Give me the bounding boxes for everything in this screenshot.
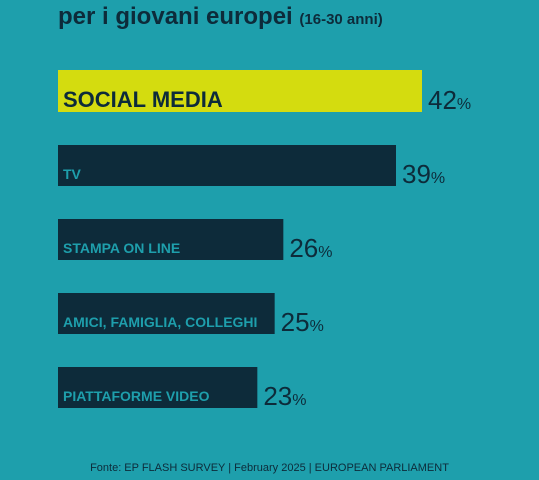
bar-label-2: STAMPA ON LINE: [63, 240, 180, 256]
value-label-1: 39%: [402, 159, 445, 189]
chart-title-subtitle: (16-30 anni): [299, 11, 383, 28]
value-label-0: 42%: [428, 85, 471, 115]
value-label-2: 26%: [289, 233, 332, 263]
source-footer: Fonte: EP FLASH SURVEY | February 2025 |…: [90, 462, 449, 474]
bar-chart: SOCIAL MEDIA 42% TV 39% STAMPA ON LINE 26% AMI…: [58, 70, 471, 411]
value-label-4: 23%: [263, 381, 306, 411]
bar-label-1: TV: [63, 166, 82, 182]
bar-1: [58, 145, 396, 186]
bar-2: [58, 219, 284, 260]
chart-title-main: per i giovani europei: [58, 3, 293, 30]
value-label-3: 25%: [281, 307, 324, 337]
chart-title: per i giovani europei (16-30 anni): [58, 0, 383, 37]
bar-3: [58, 293, 275, 334]
bar-label-0: SOCIAL MEDIA: [63, 87, 223, 112]
bar-label-3: AMICI, FAMIGLIA, COLLEGHI: [63, 314, 257, 330]
bar-label-4: PIATTAFORME VIDEO: [63, 388, 210, 404]
bar-4: [58, 367, 258, 408]
bar-0: [58, 70, 422, 112]
